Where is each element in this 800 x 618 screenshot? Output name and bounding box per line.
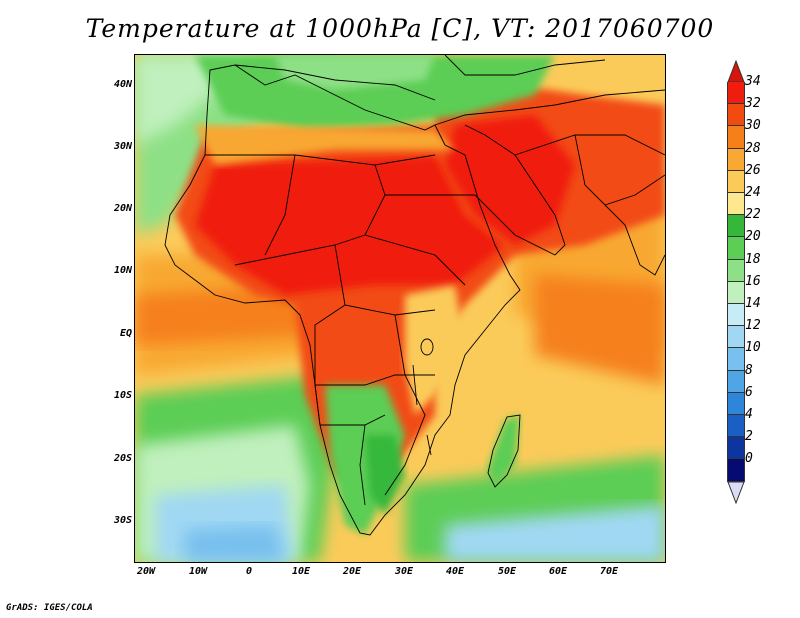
lon-label-20w: 20W <box>136 566 156 577</box>
colorbar-swatch <box>727 326 745 349</box>
colorbar-label: 32 <box>745 96 761 112</box>
colorbar-label: 0 <box>745 451 753 467</box>
lat-label-40n: 40N <box>113 79 132 90</box>
lon-label-30e: 30E <box>394 566 414 577</box>
colorbar-swatch <box>727 392 745 415</box>
lat-label-30n: 30N <box>113 141 132 152</box>
colorbar-swatch <box>727 437 745 460</box>
colorbar-label: 30 <box>745 118 761 134</box>
colorbar-label: 24 <box>745 185 761 200</box>
colorbar-swatch <box>727 237 745 260</box>
chart-title: Temperature at 1000hPa [C], VT: 20170607… <box>85 14 715 43</box>
colorbar-swatch <box>727 193 745 216</box>
colorbar-swatch <box>727 304 745 327</box>
colorbar-swatch <box>727 259 745 282</box>
colorbar-label: 34 <box>745 74 761 89</box>
colorbar-label: 22 <box>745 207 761 223</box>
colorbar-swatch <box>727 459 745 482</box>
lat-label-eq: EQ <box>119 328 132 339</box>
colorbar-bottom-arrow <box>727 481 745 504</box>
colorbar-swatch <box>727 281 745 304</box>
colorbar-label: 6 <box>745 384 753 400</box>
lon-label-0: 0 <box>245 566 253 577</box>
colorbar-swatch <box>727 148 745 171</box>
colorbar-top-arrow <box>727 60 745 82</box>
lat-label-20s: 20S <box>113 453 132 464</box>
lon-label-10w: 10W <box>188 566 208 577</box>
lon-label-50e: 50E <box>497 566 517 577</box>
colorbar-swatch <box>727 104 745 127</box>
colorbar-label: 8 <box>745 362 753 378</box>
lon-label-40e: 40E <box>445 566 465 577</box>
colorbar-label: 10 <box>745 340 761 356</box>
colorbar-label: 20 <box>745 229 761 245</box>
lat-label-10n: 10N <box>113 265 132 276</box>
colorbar-label: 18 <box>745 251 761 267</box>
lon-label-70e: 70E <box>599 566 619 577</box>
colorbar-swatch <box>727 126 745 149</box>
colorbar-label: 12 <box>745 318 761 334</box>
lat-label-30s: 30S <box>113 515 132 526</box>
colorbar-label: 2 <box>745 429 753 445</box>
colorbar-swatch <box>727 348 745 371</box>
lat-label-10s: 10S <box>113 390 132 401</box>
lon-label-10e: 10E <box>291 566 311 577</box>
colorbar-swatch <box>727 170 745 193</box>
colorbar-label: 14 <box>745 296 761 311</box>
colorbar-label: 4 <box>745 407 753 422</box>
colorbar-label: 28 <box>745 140 761 156</box>
lon-label-20e: 20E <box>342 566 362 577</box>
credit-label: GrADS: IGES/COLA <box>6 603 93 613</box>
colorbar-swatch <box>727 415 745 438</box>
colorbar-label: 16 <box>745 273 761 289</box>
country-borders <box>164 55 665 536</box>
colorbar-swatch <box>727 370 745 393</box>
colorbar-label: 26 <box>745 162 761 178</box>
lon-label-60e: 60E <box>548 566 568 577</box>
temperature-map <box>134 54 666 563</box>
colorbar-swatch <box>727 215 745 238</box>
lat-label-20n: 20N <box>113 203 132 214</box>
colorbar-swatch <box>727 82 745 105</box>
temperature-field <box>135 55 665 562</box>
